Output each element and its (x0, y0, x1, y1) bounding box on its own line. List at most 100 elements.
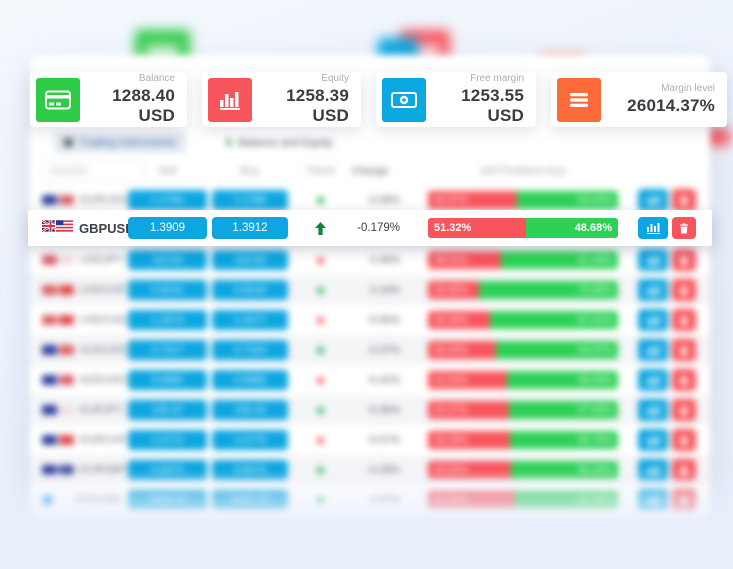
sell-positions-segment: 45.62% (428, 491, 515, 509)
chart-button[interactable] (638, 489, 668, 511)
positions-bar: 41.54% 58.46% (428, 371, 618, 389)
buy-button[interactable]: 110.65 (212, 250, 288, 270)
trash-icon (679, 195, 689, 205)
sell-button[interactable]: 0.7317 (128, 340, 207, 360)
card-value: 26014.37% (627, 96, 715, 115)
symbol-label: EURJPY (80, 404, 124, 416)
flag-icon (59, 375, 74, 385)
card-label: Balance (138, 73, 175, 84)
positions-bar: 42.37% 57.63% (428, 401, 618, 419)
change-value: -0.05% (366, 314, 400, 326)
buy-button[interactable]: 1.2577 (212, 310, 288, 330)
sell-button[interactable]: 130.37 (128, 400, 207, 420)
sell-button[interactable]: 0.9141 (128, 280, 207, 300)
tab-trading-instruments[interactable]: Trading instruments (54, 132, 186, 153)
buy-positions-segment: 57.63% (508, 401, 618, 419)
change-value: 0.16% (370, 284, 400, 296)
chart-button[interactable] (638, 309, 668, 331)
buy-button[interactable]: 1.3912 (212, 217, 288, 239)
delete-button[interactable] (672, 217, 696, 239)
buy-positions-segment: 61.49% (501, 251, 618, 269)
delete-button[interactable] (672, 189, 696, 211)
buy-button[interactable]: 1.0776 (212, 430, 288, 450)
ghost-icon (704, 128, 730, 146)
tab-bar: Trading instruments $ Balance and Equity (54, 132, 710, 153)
delete-button[interactable] (672, 279, 696, 301)
buy-button[interactable]: 1.1786 (212, 190, 288, 210)
bar-chart-icon (646, 494, 660, 506)
buy-positions-segment: 48.68% (525, 218, 618, 238)
positions-bar: 51.32% 48.68% (428, 218, 618, 238)
change-value: 0.46% (370, 254, 400, 266)
sell-positions-segment: 32.39% (428, 311, 490, 329)
chart-button[interactable] (638, 279, 668, 301)
sell-button[interactable]: 0.8470 (128, 460, 207, 480)
sell-button[interactable]: 3089.35 (128, 490, 207, 510)
trend-dot-icon (316, 406, 324, 414)
sell-button[interactable]: 110.62 (128, 250, 207, 270)
change-value: -0.179% (357, 222, 400, 234)
delete-button[interactable] (672, 459, 696, 481)
positions-bar: 38.51% 61.49% (428, 251, 618, 269)
equity-card: Equity 1258.39 USD (202, 72, 361, 127)
delete-button[interactable] (672, 369, 696, 391)
buy-positions-segment: 56.75% (510, 431, 618, 449)
bar-chart-icon (646, 284, 660, 296)
buy-button[interactable]: 0.7320 (212, 340, 288, 360)
stat-cards: Balance 1288.40 USD Equity 1258.39 USD F… (30, 72, 727, 127)
chart-button[interactable] (638, 459, 668, 481)
sell-button[interactable]: 0.6992 (128, 370, 207, 390)
buy-positions-segment: 54.38% (514, 491, 618, 509)
chart-button[interactable] (638, 339, 668, 361)
delete-button[interactable] (672, 249, 696, 271)
sell-button[interactable]: 1.0772 (128, 430, 207, 450)
flag-icon (42, 345, 57, 355)
chart-button[interactable] (638, 217, 668, 239)
delete-button[interactable] (672, 399, 696, 421)
chart-button[interactable] (638, 369, 668, 391)
tab-label: Balance and Equity (237, 136, 333, 149)
buy-button[interactable]: 0.9144 (212, 280, 288, 300)
flag-icon (59, 405, 74, 415)
buy-button[interactable]: 0.6996 (212, 370, 288, 390)
delete-button[interactable] (672, 339, 696, 361)
positions-bar: 35.93% 64.07% (428, 341, 618, 359)
buy-button[interactable]: 0.8474 (212, 460, 288, 480)
positions-bar: 46.97% 53.03% (428, 191, 618, 209)
trend-up-arrow-icon (314, 221, 326, 235)
table-row: USDCHF 0.9141 0.9144 0.16% 26.92% 73.08% (30, 275, 710, 305)
header-sell: Sell (158, 165, 177, 177)
sell-button[interactable]: 1.1784 (128, 190, 207, 210)
bar-chart-icon (646, 194, 660, 206)
delete-button[interactable] (672, 489, 696, 511)
buy-button[interactable]: 3091.20 (212, 490, 288, 510)
buy-positions-segment: 53.03% (517, 191, 618, 209)
symbol-label: USDCHF (80, 284, 126, 296)
bar-chart-icon (208, 77, 252, 122)
bar-chart-icon (646, 222, 660, 234)
change-value: -0.07% (366, 434, 400, 446)
trash-icon (679, 223, 689, 233)
chart-button[interactable] (638, 429, 668, 451)
change-value: -0.29% (366, 464, 400, 476)
sell-button[interactable]: 1.2573 (128, 310, 207, 330)
focused-row-gbpusd[interactable]: GBPUSD 1.3909 1.3912 -0.179% 51.32% 48.6… (28, 210, 712, 246)
card-value: 1253.55 USD (461, 86, 524, 125)
trash-icon (679, 405, 689, 415)
bar-chart-icon (646, 254, 660, 266)
sell-button[interactable]: 1.3909 (128, 217, 207, 239)
chart-button[interactable] (638, 249, 668, 271)
symbol-filter-input[interactable] (42, 159, 145, 183)
delete-button[interactable] (672, 309, 696, 331)
buy-button[interactable]: 130.42 (212, 400, 288, 420)
delete-button[interactable] (672, 429, 696, 451)
chart-button[interactable] (638, 189, 668, 211)
trend-dot-icon (316, 286, 324, 294)
bar-chart-icon (646, 434, 660, 446)
symbol-label: GBPUSD (79, 220, 135, 236)
sell-positions-segment: 43.55% (428, 461, 511, 479)
chart-button[interactable] (638, 399, 668, 421)
flag-icon (59, 255, 74, 265)
flag-icon (59, 435, 74, 445)
tab-balance-and-equity[interactable]: $ Balance and Equity (216, 132, 343, 153)
